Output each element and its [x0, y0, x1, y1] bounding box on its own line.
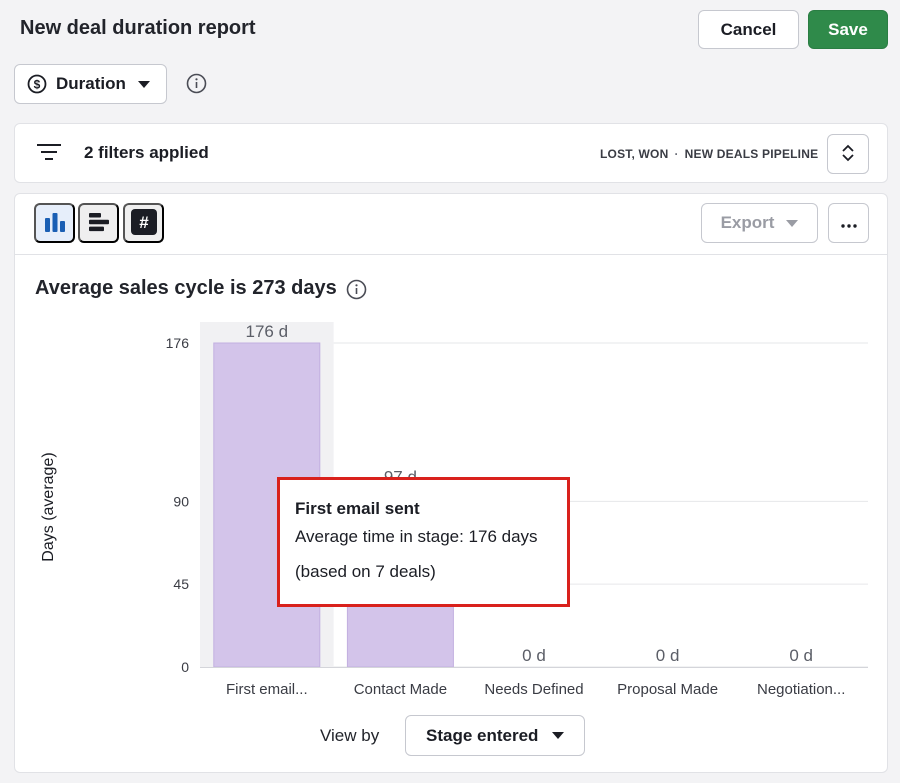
cancel-button[interactable]: Cancel — [698, 10, 799, 49]
y-axis-label: Days (average) — [40, 452, 57, 561]
metric-select[interactable]: $ Duration — [14, 64, 167, 104]
chevron-down-icon — [137, 80, 150, 88]
category-label: Proposal Made — [617, 681, 718, 698]
export-button[interactable]: Export — [701, 203, 818, 243]
save-button[interactable]: Save — [808, 10, 888, 49]
chevron-down-icon — [552, 732, 565, 739]
info-icon[interactable] — [346, 279, 367, 305]
dollar-circle-icon: $ — [27, 74, 47, 94]
svg-text:$: $ — [34, 78, 41, 92]
y-tick-label: 90 — [173, 493, 189, 509]
data-label: 0 d — [789, 646, 813, 665]
filter-status: LOST, WON — [600, 147, 669, 161]
category-label: Contact Made — [354, 681, 447, 698]
data-label: 0 d — [656, 646, 680, 665]
number-view-button[interactable]: # — [123, 203, 164, 243]
chart-tooltip: First email sent Average time in stage: … — [277, 477, 570, 607]
data-label: 176 d — [246, 322, 289, 341]
filter-summary: LOST, WON · NEW DEALS PIPELINE — [600, 147, 818, 161]
view-by-label: View by — [320, 726, 380, 745]
y-tick-label: 45 — [173, 576, 189, 592]
chevron-up-down-icon — [841, 143, 855, 166]
data-label: 0 d — [522, 646, 546, 665]
y-tick-label: 176 — [166, 335, 190, 351]
filters-applied-label[interactable]: 2 filters applied — [84, 143, 209, 162]
y-tick-label: 0 — [181, 659, 189, 675]
svg-text:#: # — [139, 213, 149, 232]
filter-pipeline: NEW DEALS PIPELINE — [684, 147, 819, 161]
info-icon[interactable] — [186, 73, 207, 99]
filter-separator: · — [674, 147, 679, 161]
horizontal-bar-icon — [88, 212, 110, 235]
filters-panel: 2 filters applied LOST, WON · NEW DEALS PI… — [14, 123, 888, 183]
filter-icon[interactable] — [37, 142, 61, 167]
toolbar-divider — [15, 254, 887, 255]
expand-filters-button[interactable] — [827, 134, 869, 174]
category-label: First email... — [226, 681, 308, 698]
bar-chart-view-button[interactable] — [34, 203, 75, 243]
category-label: Needs Defined — [484, 681, 583, 698]
more-options-button[interactable] — [828, 203, 869, 243]
horizontal-bar-view-button[interactable] — [78, 203, 119, 243]
export-label: Export — [720, 213, 775, 232]
tooltip-basis: (based on 7 deals) — [295, 562, 436, 581]
cycle-summary-title: Average sales cycle is 273 days — [35, 277, 337, 299]
view-by-select[interactable]: Stage entered — [405, 715, 585, 756]
number-icon: # — [130, 208, 157, 238]
tooltip-average-line: Average time in stage: 176 days — [295, 527, 538, 546]
view-by-value: Stage entered — [426, 725, 539, 745]
more-icon — [840, 216, 857, 231]
tooltip-title: First email sent — [295, 499, 420, 518]
category-label: Negotiation... — [757, 681, 845, 698]
report-title: New deal duration report — [20, 17, 256, 39]
metric-select-value: Duration — [56, 74, 126, 93]
chevron-down-icon — [786, 219, 799, 227]
bar-chart-icon — [44, 212, 66, 235]
